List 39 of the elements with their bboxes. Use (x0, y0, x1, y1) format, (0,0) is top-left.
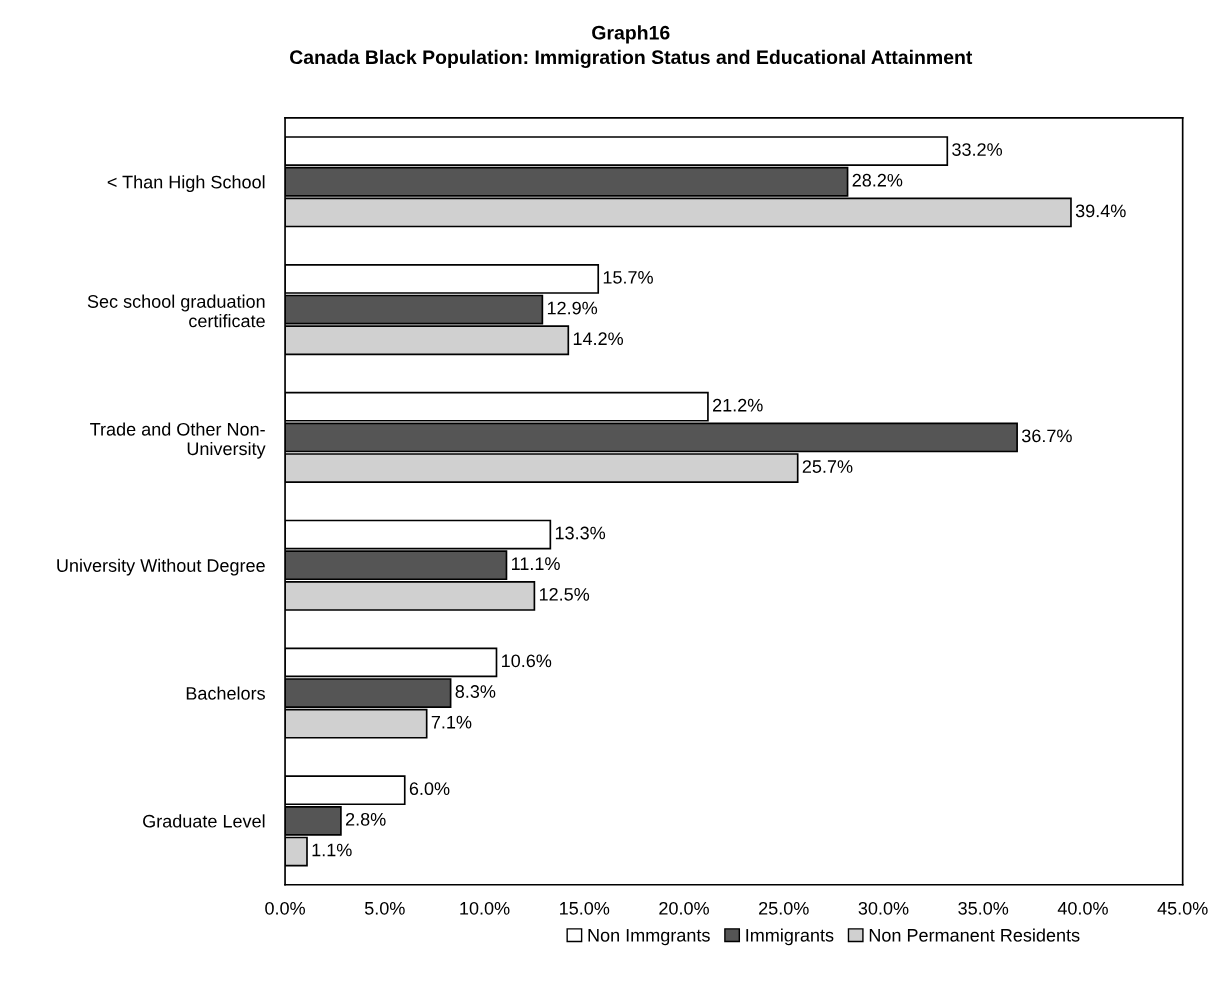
x-tick-label: 45.0% (1157, 901, 1208, 915)
y-tick-label: Graduate Level (143, 814, 265, 828)
legend-label: Non Immgrants (588, 929, 710, 946)
y-tick-label: < Than High School (107, 175, 265, 193)
data-label: 8.3% (455, 685, 496, 698)
x-tick-label: 25.0% (759, 901, 809, 915)
x-tick-label: 20.0% (659, 901, 709, 915)
x-tick-label: 0.0% (265, 901, 305, 915)
x-tick-label: 35.0% (958, 901, 1009, 915)
y-tick-label: Sec school graduation certificate (87, 294, 265, 328)
data-label: 1.1% (312, 843, 352, 857)
x-tick-label: 30.0% (858, 901, 909, 915)
data-label: 36.7% (1021, 429, 1072, 443)
x-tick-label: 10.0% (460, 901, 510, 915)
data-label: 28.2% (852, 173, 903, 187)
y-tick-label: Bachelors (186, 686, 265, 700)
legend-label: Non Permanent Residents (869, 928, 1080, 942)
data-label: 39.4% (1075, 204, 1126, 218)
data-label: 15.7% (603, 271, 653, 284)
data-label: 12.5% (539, 587, 590, 601)
x-tick-label: 40.0% (1057, 901, 1108, 915)
data-label: 6.0% (409, 782, 450, 796)
chart-subtitle: Canada Black Population: Immigration Status and Educational Attainment (290, 49, 973, 69)
y-tick-label: University Without Degree (57, 558, 265, 576)
y-tick-label: Trade and Other Non- University (90, 422, 266, 459)
data-label: 33.2% (952, 143, 1003, 156)
legend-label: Immigrants (746, 928, 834, 946)
data-label: 13.3% (555, 526, 606, 540)
data-label: 21.2% (713, 398, 763, 412)
data-label: 10.6% (502, 654, 552, 668)
x-tick-label: 15.0% (560, 901, 610, 915)
data-label: 12.9% (547, 301, 598, 315)
data-label: 14.2% (573, 332, 624, 346)
data-label: 7.1% (431, 715, 472, 729)
chart-title: Graph16 (592, 25, 670, 44)
data-label: 11.1% (512, 557, 560, 570)
data-label: 25.7% (802, 460, 853, 473)
data-label: 2.8% (345, 812, 386, 826)
x-tick-label: 5.0% (364, 901, 405, 915)
